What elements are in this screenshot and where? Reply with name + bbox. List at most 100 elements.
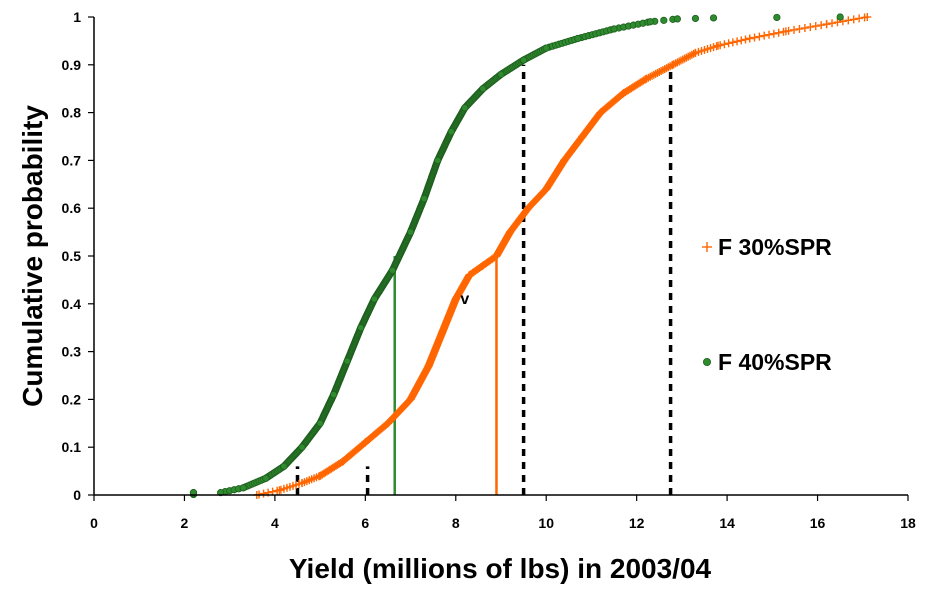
data-point [189, 489, 198, 497]
data-point [316, 419, 324, 427]
data-point [465, 271, 474, 280]
data-point [833, 18, 842, 27]
data-point [811, 22, 820, 31]
x-tick-label: 12 [629, 515, 645, 531]
y-tick-label: 0.1 [62, 439, 82, 455]
x-tick-label: 18 [900, 515, 916, 531]
data-point [682, 53, 691, 62]
data-point [750, 33, 759, 42]
legend-label-f40: F 40%SPR [718, 349, 832, 375]
data-point [492, 252, 501, 260]
y-tick-label: 0.3 [62, 344, 82, 360]
data-point [664, 63, 673, 72]
data-point [280, 462, 288, 470]
data-point [574, 34, 582, 43]
data-point [691, 48, 700, 57]
data-point [822, 20, 831, 29]
data-point [424, 361, 433, 370]
legend-item-f30: F 30%SPR [702, 234, 832, 260]
y-tick-label: 0.2 [62, 391, 82, 407]
data-point [733, 37, 742, 46]
data-point [506, 228, 515, 237]
data-point [370, 295, 378, 303]
data-point [406, 395, 415, 404]
data-point [686, 51, 695, 60]
data-point [641, 75, 650, 84]
data-point [781, 27, 790, 36]
data-point [773, 13, 781, 22]
data-point [737, 36, 746, 45]
y-tick-label: 0 [73, 487, 81, 503]
data-point [745, 34, 754, 43]
y-tick-label: 0.5 [62, 248, 82, 264]
y-tick-label: 1 [73, 9, 81, 25]
data-point [649, 70, 658, 79]
data-point [668, 60, 677, 69]
y-tick-label: 0.8 [62, 105, 82, 121]
data-point [765, 30, 774, 39]
data-point [657, 67, 666, 76]
series-f40 [189, 13, 844, 499]
data-point [653, 68, 662, 77]
data-point [275, 486, 284, 495]
data-point [709, 14, 718, 22]
data-point [675, 57, 684, 66]
data-point [689, 49, 698, 58]
data-point [673, 15, 681, 23]
legend-label-f30: F 30%SPR [718, 234, 832, 260]
y-tick-label: 0.7 [62, 152, 82, 168]
data-point [855, 14, 864, 23]
data-point [451, 295, 460, 304]
data-point [660, 65, 669, 74]
data-point [298, 479, 307, 488]
data-point [658, 66, 667, 75]
legend-marker-plus [702, 242, 712, 252]
x-tick-label: 8 [452, 515, 460, 531]
x-tick-label: 2 [181, 515, 189, 531]
data-point [343, 357, 351, 365]
series-points [189, 13, 872, 499]
data-point [461, 104, 469, 112]
legend: F 30%SPR F 40%SPR [702, 234, 832, 375]
tick-labels: 0 2 4 6 8 10 12 14 16 18 0 0.1 0.2 0.3 0.4 0.5 0.6 0.7 0.8… [62, 9, 916, 531]
data-point [447, 128, 455, 136]
data-point [316, 471, 325, 480]
data-point [676, 56, 685, 65]
data-point [648, 71, 657, 80]
data-point [610, 25, 618, 33]
data-point [769, 29, 778, 38]
data-point [714, 41, 723, 50]
data-point [806, 23, 815, 32]
y-tick-label: 0.6 [62, 200, 82, 216]
data-point [259, 489, 268, 498]
series-f30 [252, 13, 872, 499]
x-tick-label: 16 [810, 515, 826, 531]
y-tick-label: 0.4 [62, 296, 82, 312]
x-tick-label: 0 [90, 515, 98, 531]
data-point [724, 39, 733, 48]
data-point [479, 85, 487, 93]
x-tick-label: 4 [271, 515, 279, 531]
data-point [578, 132, 587, 141]
data-point [357, 324, 365, 332]
x-tick-label: 10 [538, 515, 554, 531]
data-point [836, 13, 844, 21]
data-point [361, 438, 370, 447]
data-point [406, 228, 415, 236]
data-point [849, 15, 858, 24]
data-point [720, 40, 729, 49]
legend-item-f40: F 40%SPR [703, 349, 832, 375]
y-axis-title: Cumulative probability [17, 105, 48, 407]
data-point [330, 391, 338, 399]
data-point [478, 261, 487, 270]
data-point [728, 38, 737, 47]
data-point [844, 16, 853, 25]
legend-marker-circle [703, 357, 712, 366]
x-axis-title: Yield (millions of lbs) in 2003/04 [289, 553, 712, 584]
data-point [383, 419, 392, 428]
data-point [646, 72, 655, 81]
data-point [660, 16, 668, 24]
data-point [691, 14, 700, 23]
data-point [619, 89, 628, 98]
x-tick-label: 6 [361, 515, 369, 531]
